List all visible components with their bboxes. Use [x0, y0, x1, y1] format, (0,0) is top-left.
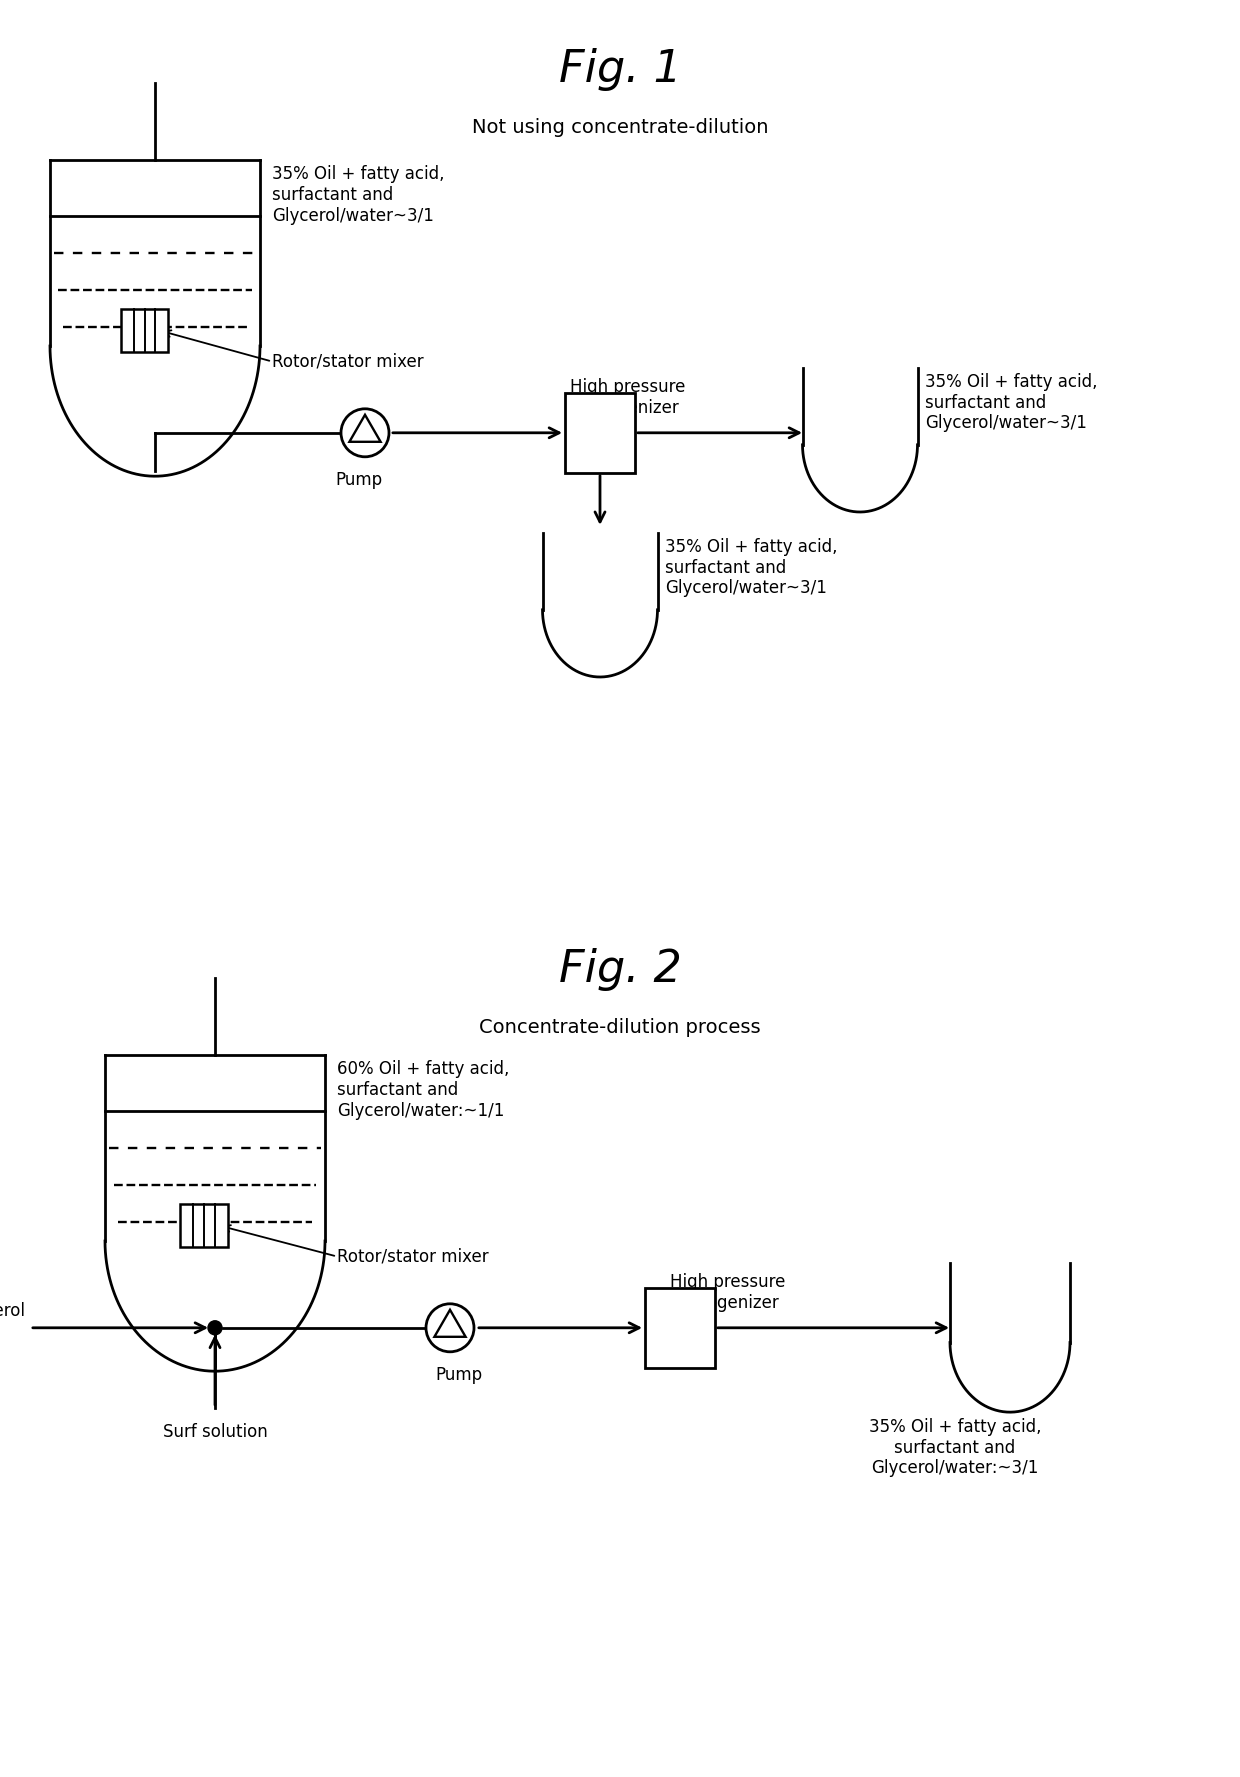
Bar [565, 393, 635, 473]
Text: Rotor/stator mixer: Rotor/stator mixer [272, 352, 424, 370]
Bar [122, 309, 167, 352]
Text: Concentrate-dilution process: Concentrate-dilution process [479, 1018, 761, 1038]
Text: 35% Oil + fatty acid,
surfactant and
Glycerol/water~3/1: 35% Oil + fatty acid, surfactant and Gly… [272, 165, 444, 224]
Circle shape [208, 1320, 222, 1335]
Text: High pressure
homogenizer: High pressure homogenizer [670, 1272, 785, 1311]
Text: 35% Oil + fatty acid,
surfactant and
Glycerol/water~3/1: 35% Oil + fatty acid, surfactant and Gly… [925, 373, 1097, 432]
Text: Fig. 1: Fig. 1 [558, 48, 682, 91]
Text: Not using concentrate-dilution: Not using concentrate-dilution [471, 117, 769, 137]
Text: High pressure
homogenizer: High pressure homogenizer [570, 379, 686, 416]
Text: Pump: Pump [335, 471, 382, 489]
Text: Rotor/stator mixer: Rotor/stator mixer [337, 1247, 489, 1265]
Text: Surf solution: Surf solution [162, 1423, 268, 1441]
Bar [645, 1288, 715, 1368]
Text: 60% Oil + fatty acid,
surfactant and
Glycerol/water:~1/1: 60% Oil + fatty acid, surfactant and Gly… [337, 1061, 510, 1120]
Text: 35% Oil + fatty acid,
surfactant and
Glycerol/water:~3/1: 35% Oil + fatty acid, surfactant and Gly… [869, 1418, 1042, 1477]
Bar [180, 1203, 228, 1247]
Text: Glycerol: Glycerol [0, 1303, 25, 1320]
Text: Pump: Pump [435, 1367, 482, 1384]
Text: 35% Oil + fatty acid,
surfactant and
Glycerol/water~3/1: 35% Oil + fatty acid, surfactant and Gly… [665, 538, 837, 597]
Text: Fig. 2: Fig. 2 [558, 947, 682, 992]
